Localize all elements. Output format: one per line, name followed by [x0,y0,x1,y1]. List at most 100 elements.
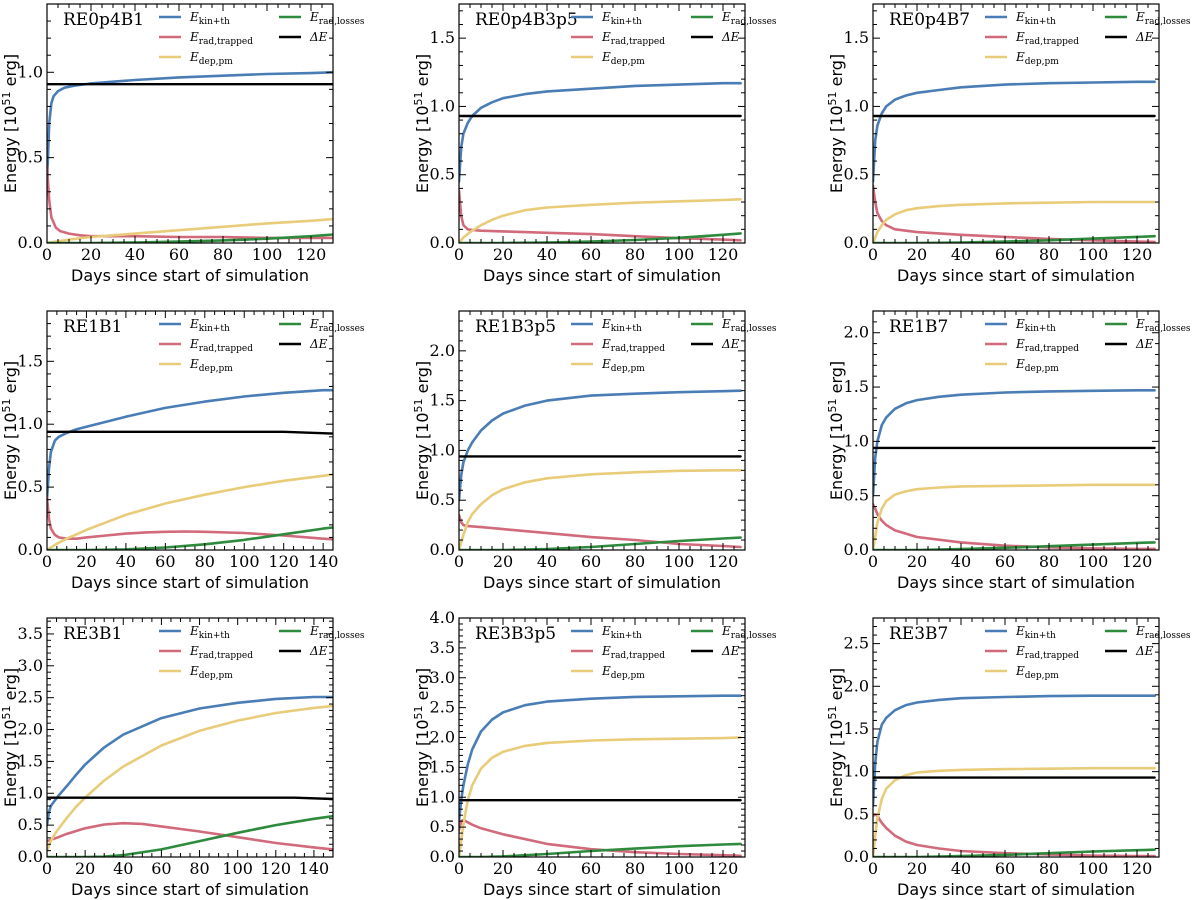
x-tick-label: 100 [664,859,695,878]
series-group [47,388,333,550]
series-line-radtrap [873,812,1156,857]
series-group [873,694,1156,857]
legend-label-dep: Edep,pm [1015,357,1059,374]
y-tick-label: 1.0 [430,787,455,806]
y-tick-label: 2.0 [18,720,43,739]
panel-title: RE3B1 [63,624,122,644]
y-tick-label: 4.0 [430,608,455,627]
series-line-radtrap [873,184,1156,243]
x-tick-label: 40 [116,552,136,571]
series-line-kin [47,695,333,827]
y-axis-label: Energy [1051 erg] [412,668,432,807]
x-tick-label: 80 [625,859,645,878]
x-tick-label: 80 [1039,859,1059,878]
x-tick-label: 20 [493,859,513,878]
y-axis-label: Energy [1051 erg] [0,54,20,193]
panel-title: RE0p4B1 [63,10,144,30]
x-tick-label: 80 [1039,552,1059,571]
x-tick-label: 20 [907,245,927,264]
legend-label-dep: Edep,pm [601,50,645,67]
y-tick-label: 0.5 [18,148,43,167]
panel-RE0p4B1: 0 20 40 60 80 100 120 0.0 0.5 1.0 RE0p4B1 Ekin+th Er… [0,3,365,285]
x-tick-label: 80 [625,552,645,571]
series-line-dep [873,483,1156,550]
legend-label-radloss: Erad,losses [721,10,777,27]
x-axis-label: Days since start of simulation [897,573,1135,592]
y-axis-label: Energy [1051 erg] [412,54,432,193]
x-tick-label: 60 [169,245,189,264]
legend-label-radloss: Erad,losses [1135,317,1191,334]
x-tick-label: 100 [229,552,260,571]
legend-label-delta: ΔE [1135,644,1154,658]
x-tick-label: 80 [189,859,209,878]
x-tick-label: 20 [907,552,927,571]
series-line-kin [873,694,1156,808]
legend-label-dep: Edep,pm [601,357,645,374]
y-tick-label: 0.5 [430,490,455,509]
legend-label-dep: Edep,pm [1015,50,1059,67]
series-line-kin [873,80,1156,183]
x-tick-label: 80 [1039,245,1059,264]
legend-label-delta: ΔE [1135,337,1154,351]
x-tick-label: 20 [75,859,95,878]
series-group [47,695,333,857]
y-axis-label: Energy [1051 erg] [826,54,846,193]
legend-label-kin: Ekin+th [189,624,230,641]
panel-RE1B7: 0 20 40 60 80 100 120 0.0 0.5 1.0 1.5 2.0 RE1B7 Ekin+… [826,310,1191,592]
x-tick-label: 40 [537,552,557,571]
series-line-radtrap [459,513,742,549]
x-axis-label: Days since start of simulation [483,266,721,285]
legend-label-radloss: Erad,losses [309,624,365,641]
y-tick-label: 1.0 [844,431,869,450]
series-line-kin [47,388,333,502]
series-group [459,81,742,243]
x-tick-label: 100 [664,245,695,264]
x-axis-label: Days since start of simulation [897,880,1135,899]
y-tick-label: 0.0 [844,233,869,252]
y-tick-label: 1.0 [18,783,43,802]
legend-label-kin: Ekin+th [601,10,642,27]
x-tick-label: 100 [222,859,253,878]
y-axis-label: Energy [1051 erg] [0,361,20,500]
x-tick-label: 40 [951,859,971,878]
x-tick-label: 60 [581,859,601,878]
x-tick-label: 40 [537,859,557,878]
y-tick-label: 3.5 [18,624,43,643]
legend-label-kin: Ekin+th [1015,10,1056,27]
y-tick-label: 1.0 [844,96,869,115]
legend-label-radtrap: Erad,trapped [1015,337,1079,354]
x-tick-label: 40 [537,245,557,264]
x-tick-label: 120 [708,245,739,264]
legend-label-delta: ΔE [309,644,328,658]
series-line-radloss [47,814,333,857]
legend-label-radloss: Erad,losses [309,10,365,27]
y-tick-label: 2.5 [430,698,455,717]
y-axis-label: Energy [1051 erg] [412,361,432,500]
series-group [47,71,333,243]
y-tick-label: 3.0 [18,656,43,675]
panel-RE1B3p5: 0 20 40 60 80 100 120 0.0 0.5 1.0 1.5 2.0 RE1B3p5 Eki… [412,310,777,592]
y-tick-label: 1.5 [18,751,43,770]
x-tick-label: 120 [1122,859,1153,878]
series-line-kin [873,388,1156,498]
legend-label-kin: Ekin+th [1015,317,1056,334]
series-line-kin [47,71,333,185]
x-tick-label: 0 [454,245,464,264]
legend-label-radloss: Erad,losses [1135,624,1191,641]
series-group [459,389,742,550]
legend-label-dep: Edep,pm [189,50,233,67]
x-tick-label: 100 [1078,552,1109,571]
y-tick-label: 0.0 [18,233,43,252]
y-tick-label: 1.5 [430,28,455,47]
x-axis-label: Days since start of simulation [71,880,309,899]
legend-label-radloss: Erad,losses [721,317,777,334]
legend-label-kin: Ekin+th [1015,624,1056,641]
legend-label-delta: ΔE [721,644,740,658]
series-line-kin [459,694,742,823]
x-tick-label: 60 [155,552,175,571]
y-tick-label: 1.0 [18,62,43,81]
legend-label-radloss: Erad,losses [1135,10,1191,27]
x-tick-label: 40 [125,245,145,264]
y-tick-label: 0.5 [844,165,869,184]
